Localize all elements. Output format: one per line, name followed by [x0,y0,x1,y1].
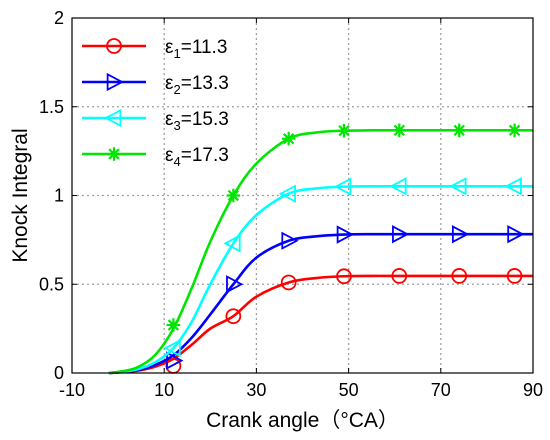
y-tick-label: 0.5 [39,274,64,294]
x-tick-label: 70 [431,380,451,400]
data-point-marker [449,177,467,196]
legend-label: ε1=11.3 [165,37,227,61]
x-tick-label: 30 [246,380,266,400]
data-point-marker [392,225,410,244]
data-point-marker [333,177,352,196]
data-point-marker [507,225,525,244]
data-point-marker [337,123,351,138]
data-point-marker [165,358,182,374]
legend-label: ε4=17.3 [165,145,229,169]
y-tick-label: 1.5 [39,97,64,117]
y-tick-label: 2 [54,8,64,28]
legend-label: ε3=15.3 [165,109,229,133]
legend-marker [104,108,122,128]
data-point-marker [389,177,407,196]
data-point-marker [226,188,241,203]
data-point-marker [506,268,523,284]
series-4 [108,123,533,375]
series-1 [108,268,533,375]
y-axis-label: Knock Integral [9,128,32,262]
series-layer [108,123,533,375]
data-point-marker [166,351,184,370]
data-point-marker [225,308,242,325]
legend-marker [106,72,124,92]
series-line [108,274,533,375]
data-point-marker [163,339,181,358]
data-point-marker [278,184,296,203]
legend-marker [107,147,121,161]
data-point-marker [281,231,299,250]
data-point-marker [452,123,467,138]
legend-entry: ε3=15.3 [82,108,229,133]
data-point-marker [226,275,244,294]
legend: ε1=11.3 ε2=13.3 ε3=15.3 ε4=17.3 [82,37,229,169]
axis-ticks: -10 10 30 50 70 90 0 0.5 1 1.5 2 [39,8,543,400]
data-point-marker [507,123,522,138]
x-tick-label: 10 [154,380,174,400]
legend-entry: ε1=11.3 [82,37,227,61]
data-point-marker [166,318,181,332]
data-point-marker [451,225,470,244]
grid-lines [72,18,533,373]
series-2 [108,225,533,375]
data-point-marker [281,131,296,146]
legend-label: ε2=13.3 [165,73,229,97]
legend-marker [106,38,122,54]
legend-entry: ε2=13.3 [82,72,229,97]
data-point-marker [391,268,408,284]
data-point-marker [451,268,468,284]
data-point-marker [336,268,352,285]
data-point-marker [280,274,297,291]
data-point-marker [336,225,354,244]
x-axis-label: Crank angle（°CA） [206,409,399,432]
y-tick-label: 0 [54,363,64,383]
legend-entry: ε4=17.3 [82,145,229,169]
data-point-marker [223,234,241,253]
series-3 [108,177,533,375]
x-tick-label: -10 [59,380,85,400]
series-line [108,232,533,375]
x-tick-label: 90 [523,380,543,400]
data-point-marker [392,123,407,138]
x-tick-label: 50 [339,380,359,400]
y-tick-label: 1 [54,186,64,206]
series-line [108,184,533,375]
series-line [108,129,533,375]
data-point-marker [504,177,522,196]
